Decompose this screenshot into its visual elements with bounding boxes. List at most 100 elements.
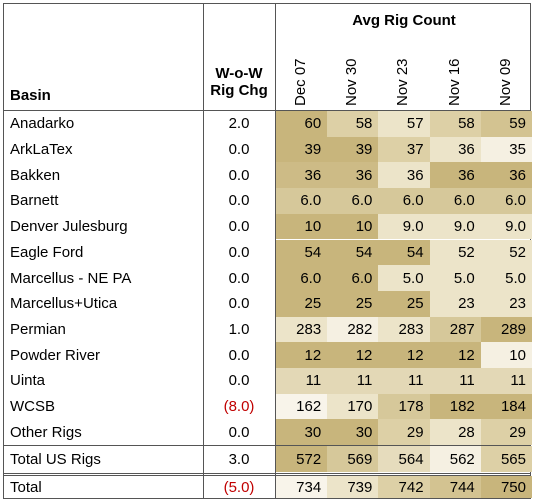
count-cell: 23 (480, 290, 532, 317)
divider (275, 4, 276, 498)
date-header: Nov 23 (394, 58, 412, 106)
count-cell: 29 (480, 419, 532, 446)
count-cell: 283 (378, 316, 430, 343)
count-cell: 283 (276, 316, 328, 343)
count-cell: 572 (276, 446, 328, 473)
basin-name: Barnett (10, 192, 59, 210)
basin-name: Bakken (10, 166, 61, 184)
basin-name: ArkLaTex (10, 141, 73, 159)
count-cell: 11 (276, 368, 328, 394)
wow-value: (8.0) (223, 398, 255, 416)
count-cell: 37 (378, 136, 430, 163)
count-cell: 282 (327, 316, 379, 343)
count-cell: 9.0 (378, 213, 430, 240)
count-cell: 10 (480, 342, 532, 368)
basin-name: Other Rigs (10, 423, 82, 441)
count-cell: 11 (378, 368, 430, 394)
count-cell: 59 (480, 111, 532, 137)
count-cell: 58 (429, 111, 481, 137)
count-cell: 30 (276, 419, 328, 446)
wow-value: 0.0 (228, 269, 250, 287)
count-cell: 6.0 (429, 188, 481, 214)
count-cell: 11 (327, 368, 379, 394)
wow-value: 0.0 (228, 372, 250, 390)
count-cell: 36 (378, 162, 430, 189)
basin-name: Total US Rigs (10, 450, 101, 468)
count-cell: 182 (429, 393, 481, 420)
wow-value: 0.0 (228, 218, 250, 236)
count-cell: 11 (429, 368, 481, 394)
count-cell: 170 (327, 393, 379, 420)
count-cell: 36 (480, 162, 532, 189)
count-cell: 564 (378, 446, 430, 473)
count-cell: 287 (429, 316, 481, 343)
count-cell: 36 (327, 162, 379, 189)
count-cell: 25 (327, 290, 379, 317)
count-cell: 29 (378, 419, 430, 446)
count-cell: 36 (429, 162, 481, 189)
count-cell: 57 (378, 111, 430, 137)
divider (4, 473, 530, 475)
count-cell: 5.0 (480, 265, 532, 291)
wow-header: W-o-W Rig Chg (210, 65, 268, 99)
count-cell: 565 (480, 446, 532, 473)
count-cell: 562 (429, 446, 481, 473)
wow-value: (5.0) (223, 478, 255, 496)
wow-value: 0.0 (228, 295, 250, 313)
divider (203, 4, 204, 498)
date-header: Dec 07 (292, 58, 309, 106)
count-cell: 28 (429, 419, 481, 446)
count-cell: 60 (276, 111, 328, 137)
count-cell: 9.0 (480, 213, 532, 240)
count-cell: 52 (429, 239, 481, 266)
wow-value: 0.0 (228, 423, 250, 441)
count-cell: 734 (276, 476, 328, 498)
wow-value: 0.0 (228, 166, 250, 184)
wow-value: 0.0 (228, 243, 250, 261)
count-cell: 742 (378, 476, 430, 498)
count-cell: 39 (327, 136, 379, 163)
count-cell: 6.0 (327, 265, 379, 291)
count-cell: 184 (480, 393, 532, 420)
basin-name: Powder River (10, 346, 101, 364)
wow-value: 1.0 (228, 320, 250, 338)
basin-name: Eagle Ford (10, 243, 84, 261)
date-header: Nov 30 (343, 58, 361, 106)
count-cell: 5.0 (378, 265, 430, 291)
count-cell: 10 (327, 213, 379, 240)
count-cell: 178 (378, 393, 430, 420)
count-cell: 750 (480, 476, 532, 498)
count-cell: 54 (378, 239, 430, 266)
count-cell: 35 (480, 136, 532, 163)
basin-name: Denver Julesburg (10, 218, 128, 236)
count-cell: 36 (276, 162, 328, 189)
divider (4, 445, 530, 447)
count-cell: 12 (327, 342, 379, 368)
count-cell: 58 (327, 111, 379, 137)
group-title: Avg Rig Count (352, 11, 456, 29)
basin-header: Basin (10, 86, 51, 104)
divider (4, 475, 530, 477)
count-cell: 12 (276, 342, 328, 368)
count-cell: 12 (378, 342, 430, 368)
divider (4, 110, 530, 111)
wow-value: 0.0 (228, 141, 250, 159)
count-cell: 9.0 (429, 213, 481, 240)
rig-table: Avg Rig Count Basin W-o-W Rig Chg Dec 07… (3, 3, 532, 499)
date-header: Nov 09 (496, 58, 514, 106)
count-cell: 569 (327, 446, 379, 473)
count-cell: 289 (480, 316, 532, 343)
count-cell: 54 (276, 239, 328, 266)
count-cell: 30 (327, 419, 379, 446)
count-cell: 54 (327, 239, 379, 266)
basin-name: Marcellus+Utica (10, 295, 118, 313)
count-cell: 25 (276, 290, 328, 317)
wow-value: 0.0 (228, 192, 250, 210)
count-cell: 744 (429, 476, 481, 498)
date-header: Nov 16 (445, 58, 463, 106)
count-cell: 6.0 (327, 188, 379, 214)
basin-name: Permian (10, 320, 66, 338)
basin-name: Anadarko (10, 115, 75, 133)
count-cell: 11 (480, 368, 532, 394)
wow-value: 3.0 (228, 450, 250, 468)
